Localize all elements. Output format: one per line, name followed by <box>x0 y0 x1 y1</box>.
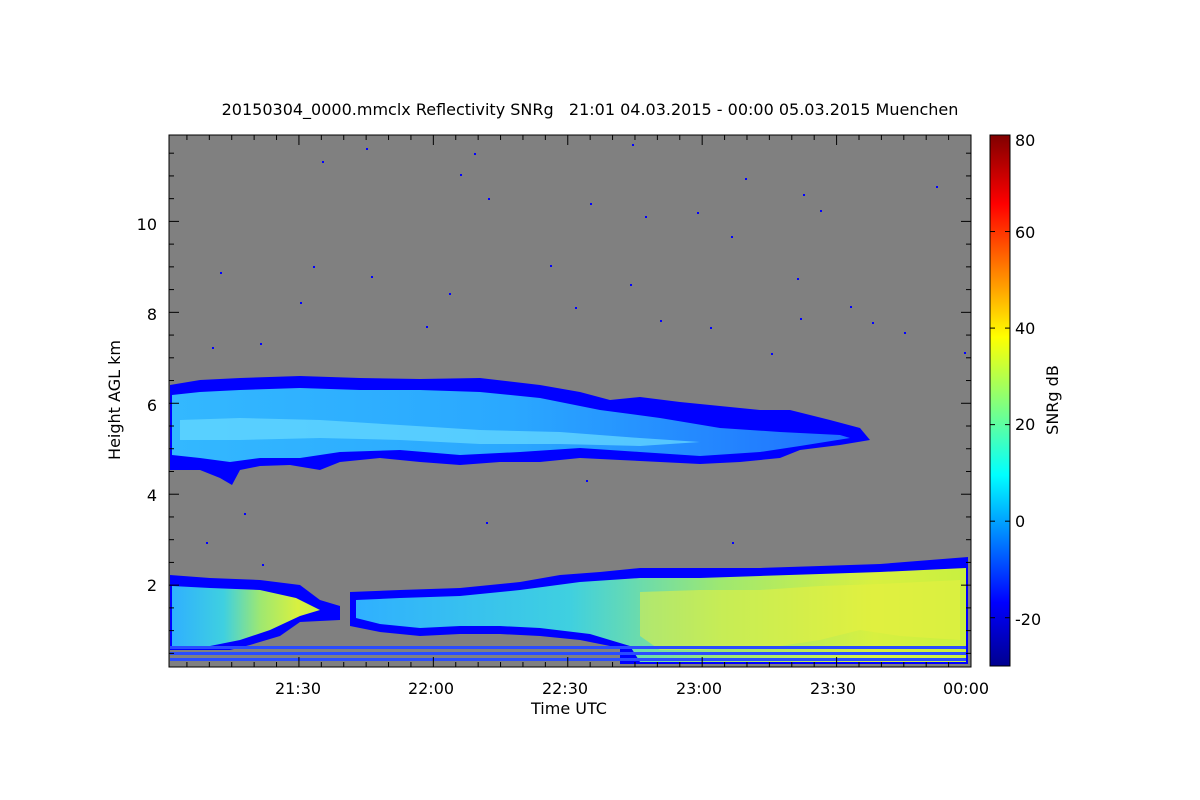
colorbar-tick-label-20: 20 <box>1015 415 1035 434</box>
x-tick-label-2330: 23:30 <box>810 679 856 698</box>
y-tick-label-8: 8 <box>147 305 157 324</box>
x-tick-label-0000: 00:00 <box>943 679 989 698</box>
y-tick-label-6: 6 <box>147 396 157 415</box>
x-tick-label-2130: 21:30 <box>275 679 321 698</box>
colorbar-tick-label-0: 0 <box>1015 512 1025 531</box>
colorbar-tick-label-minus20: -20 <box>1015 610 1041 629</box>
x-axis-label: Time UTC <box>530 699 607 718</box>
colorbar-tick-label-40: 40 <box>1015 319 1035 338</box>
y-tick-label-2: 2 <box>147 576 157 595</box>
lower-cloud-layer <box>170 557 968 664</box>
colorbar-tick-label-60: 60 <box>1015 223 1035 242</box>
y-axis-ticks <box>169 152 971 654</box>
x-tick-label-2200: 22:00 <box>408 679 454 698</box>
chart-title: 20150304_0000.mmclx Reflectivity SNRg 21… <box>222 100 959 120</box>
colorbar-label: SNRg dB <box>1043 365 1062 435</box>
colorbar-gradient <box>989 134 1011 667</box>
colorbar-tick-label-80: 80 <box>1015 131 1035 150</box>
y-axis-label: Height AGL km <box>105 340 124 460</box>
y-tick-label-10: 10 <box>137 215 157 234</box>
y-tick-label-4: 4 <box>147 486 157 505</box>
noise-speckles <box>206 144 966 566</box>
x-tick-label-2230: 22:30 <box>542 679 588 698</box>
x-axis-ticks <box>186 135 972 667</box>
upper-cloud-layer <box>170 376 870 485</box>
x-tick-label-2300: 23:00 <box>676 679 722 698</box>
colorbar: -20 0 20 40 60 80 SNRg dB <box>989 131 1062 667</box>
